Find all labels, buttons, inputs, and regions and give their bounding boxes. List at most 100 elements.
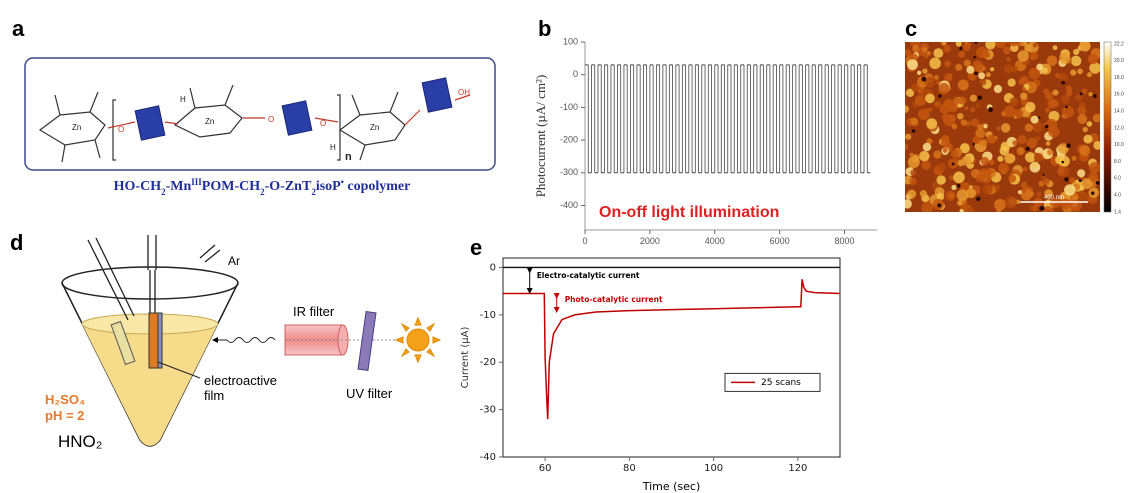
afm-grain	[1025, 152, 1036, 163]
afm-grain	[1017, 134, 1027, 145]
afm-grain	[963, 59, 971, 67]
afm-grain	[986, 168, 993, 175]
electrolyte-label: H₂SO₄	[45, 392, 85, 407]
afm-pit	[938, 94, 942, 98]
afm-pit	[977, 95, 983, 100]
afm-grain	[1055, 72, 1061, 79]
afm-grain	[1052, 45, 1058, 51]
afm-grain	[988, 159, 995, 166]
afm-grain	[1068, 177, 1076, 184]
afm-grain	[907, 59, 918, 71]
afm-grain	[1009, 97, 1019, 107]
afm-grain	[994, 42, 1007, 49]
panel-a: Zn Zn Zn H H O O O OH n HO-CH2-MnIIIPOM-…	[24, 57, 496, 197]
afm-grain	[1013, 108, 1024, 119]
afm-grain	[970, 107, 976, 113]
panel-label: d	[10, 230, 23, 255]
afm-grain	[917, 70, 922, 75]
afm-grain	[950, 149, 959, 158]
caption-part: 2	[260, 187, 265, 197]
afm-pit	[1064, 177, 1069, 182]
afm-pit	[1065, 105, 1068, 109]
afm-grain	[1062, 105, 1075, 118]
afm-grain	[1083, 134, 1093, 144]
afm-grain	[1078, 191, 1089, 202]
afm-grain	[1050, 99, 1059, 108]
colorbar	[1103, 41, 1112, 213]
afm-grain	[1042, 178, 1050, 186]
afm-grain	[1065, 85, 1073, 92]
y-axis-label: Current (µA)	[460, 327, 471, 389]
afm-grain	[917, 88, 924, 95]
afm-grain	[1070, 69, 1077, 76]
atom-label: OH	[458, 88, 470, 97]
film-label: film	[204, 388, 224, 403]
afm-pit	[1078, 179, 1082, 183]
panel-label: a	[12, 16, 25, 41]
afm-grain	[926, 50, 932, 56]
afm-grain	[960, 119, 967, 126]
afm-grain	[1044, 91, 1054, 100]
afm-pit	[1066, 143, 1071, 148]
afm-grain	[1006, 57, 1011, 62]
afm-grain	[980, 139, 988, 147]
caption-part: •	[341, 177, 344, 187]
afm-grain	[999, 146, 1010, 156]
afm-pit	[1092, 94, 1097, 98]
afm-grain	[925, 93, 935, 104]
x-tick-label: 6000	[770, 236, 790, 246]
afm-grain	[1028, 191, 1035, 197]
afm-grain	[907, 156, 920, 168]
afm-grain	[1034, 135, 1041, 142]
afm-grain	[1033, 152, 1043, 162]
afm-grain	[948, 73, 953, 78]
afm-grain	[1086, 72, 1092, 78]
scale-bar-label: 400 nm	[1044, 195, 1064, 201]
afm-grain	[1047, 149, 1054, 156]
afm-grain	[994, 184, 1001, 190]
afm-pit	[974, 71, 978, 76]
afm-grain	[919, 190, 927, 198]
afm-pit	[959, 46, 963, 51]
afm-pit	[1095, 180, 1100, 185]
afm-grain	[1073, 48, 1080, 56]
electrodes	[87, 235, 221, 321]
afm-grain	[1082, 126, 1088, 133]
afm-grain	[1060, 94, 1071, 105]
afm-grain	[1026, 137, 1038, 149]
afm-grain	[1079, 42, 1091, 52]
afm-grain	[1081, 88, 1088, 95]
afm-grain	[979, 78, 987, 86]
afm-grain	[965, 42, 972, 48]
afm-grain	[1086, 121, 1093, 127]
afm-grain	[921, 160, 931, 170]
afm-grain	[988, 136, 997, 144]
counter-electrode	[110, 320, 136, 366]
y-axis-label: Photocurrent (µA/ cm²)	[533, 75, 548, 198]
afm-grain	[933, 48, 944, 59]
caption-part: III	[191, 177, 202, 187]
panel-label: c	[905, 16, 917, 41]
afm-pit	[951, 162, 955, 166]
panel-c: 400 nm 22.2 20.0 18.0 16.0 14.0 12.0 10.0 8.0 6.…	[905, 41, 1124, 215]
afm-grain	[1017, 190, 1022, 195]
afm-pit	[1090, 191, 1095, 195]
atom-label: O	[268, 115, 274, 124]
afm-grain	[933, 101, 941, 108]
afm-grain	[905, 88, 915, 97]
afm-pit	[972, 142, 975, 146]
afm-grain	[978, 72, 986, 80]
afm-grain	[909, 152, 914, 158]
afm-grain	[1057, 143, 1069, 155]
afm-grain	[929, 57, 941, 70]
afm-grain	[958, 50, 966, 58]
structure-box	[24, 57, 496, 171]
afm-grain	[1024, 44, 1032, 52]
atom-label: O	[118, 125, 124, 134]
afm-grain	[912, 44, 920, 53]
colorbar-tick-label: 6.0	[1114, 176, 1121, 182]
electroactive-film	[157, 312, 163, 369]
afm-grain	[952, 96, 961, 105]
electrolyte-solution	[82, 324, 218, 446]
